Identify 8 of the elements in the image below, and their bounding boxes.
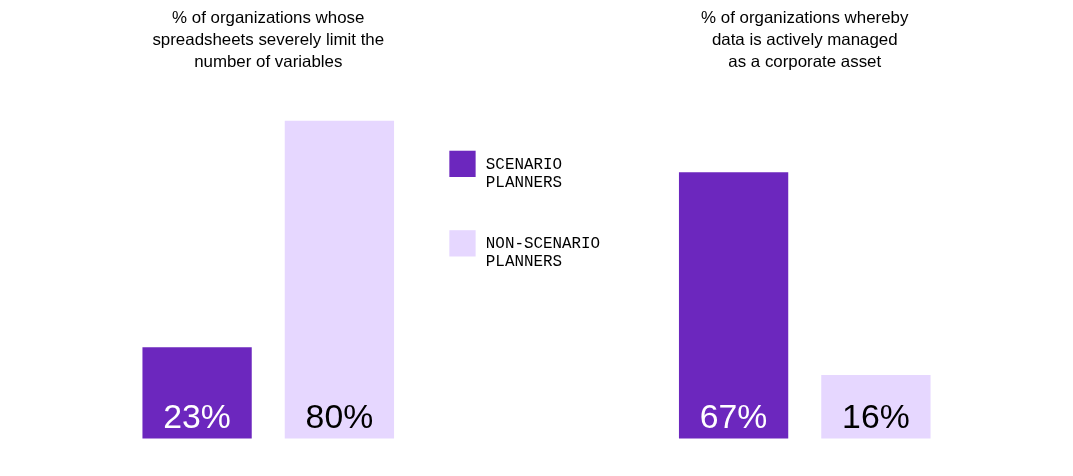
chart-title: % of organizations whereby data is actively managed as a corporate asset	[701, 8, 909, 71]
data-label: 16%	[842, 396, 910, 435]
data-label: 67%	[699, 396, 768, 435]
legend-label: SCENARIO PLANNERS	[485, 155, 563, 192]
legend-label: NON-SCENARIO PLANNERS	[485, 235, 601, 272]
chart-title: % of organizations whose spreadsheets severely limit the number of variables	[152, 8, 385, 71]
data-label: 80%	[305, 396, 374, 435]
data-label: 23%	[163, 396, 231, 435]
